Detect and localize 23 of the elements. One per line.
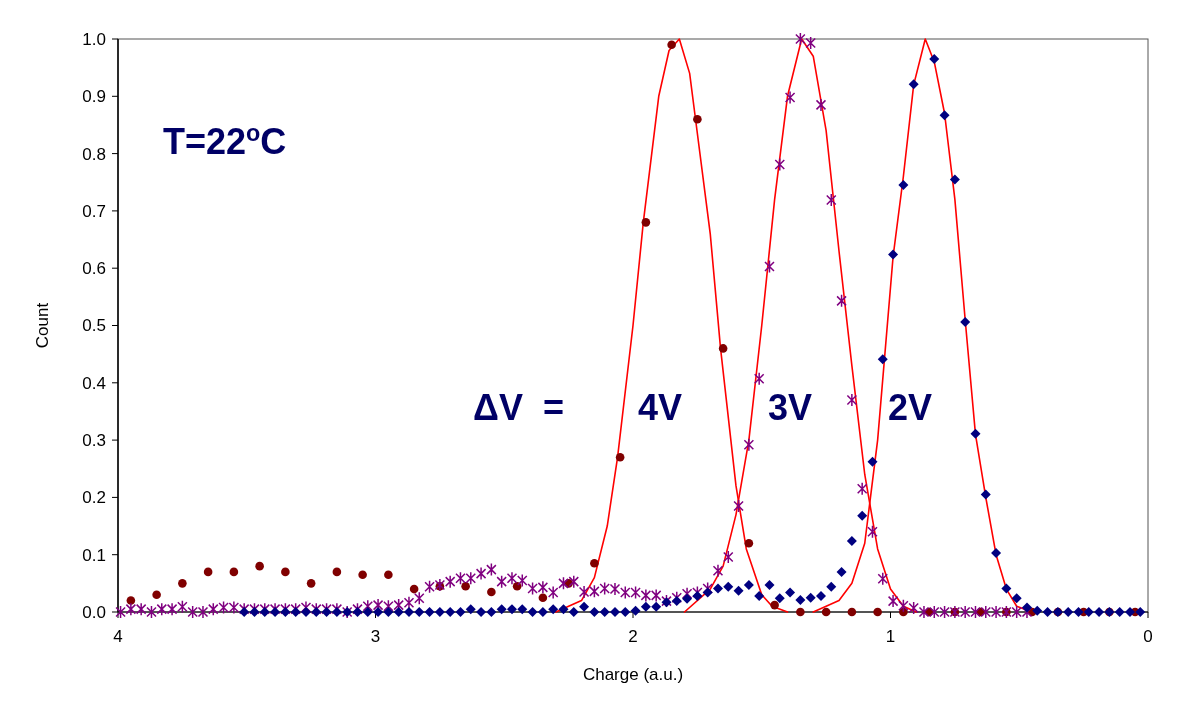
y-tick-label: 0.3 (82, 431, 106, 451)
y-tick-label: 0.1 (82, 545, 106, 565)
x-tick-label: 1 (885, 627, 896, 646)
annotation: ΔV = (473, 387, 564, 428)
x-tick-label: 3 (370, 627, 381, 646)
y-tick-label: 1.0 (82, 29, 106, 49)
y-tick-label: 0.7 (82, 201, 106, 221)
y-tick-label: 0.4 (82, 373, 106, 393)
y-tick-label: 0.6 (82, 259, 106, 279)
y-tick-label: 0.0 (82, 602, 106, 622)
x-axis-title: Charge (a.u.) (582, 665, 684, 684)
annotation: 4V (638, 387, 683, 428)
annotation: T=22$^{o}$C (163, 120, 287, 162)
y-tick-label: 0.9 (82, 87, 106, 107)
x-tick-label: 0 (1143, 627, 1153, 646)
y-tick-label: 0.2 (82, 488, 106, 508)
y-axis-title: Count (33, 302, 52, 349)
y-tick-label: 0.5 (82, 316, 106, 336)
x-tick-label: 4 (113, 627, 123, 646)
x-tick-label: 2 (628, 627, 638, 646)
y-tick-label: 0.8 (82, 144, 106, 164)
annotation: 2V (888, 387, 933, 428)
annotation: 3V (768, 387, 813, 428)
